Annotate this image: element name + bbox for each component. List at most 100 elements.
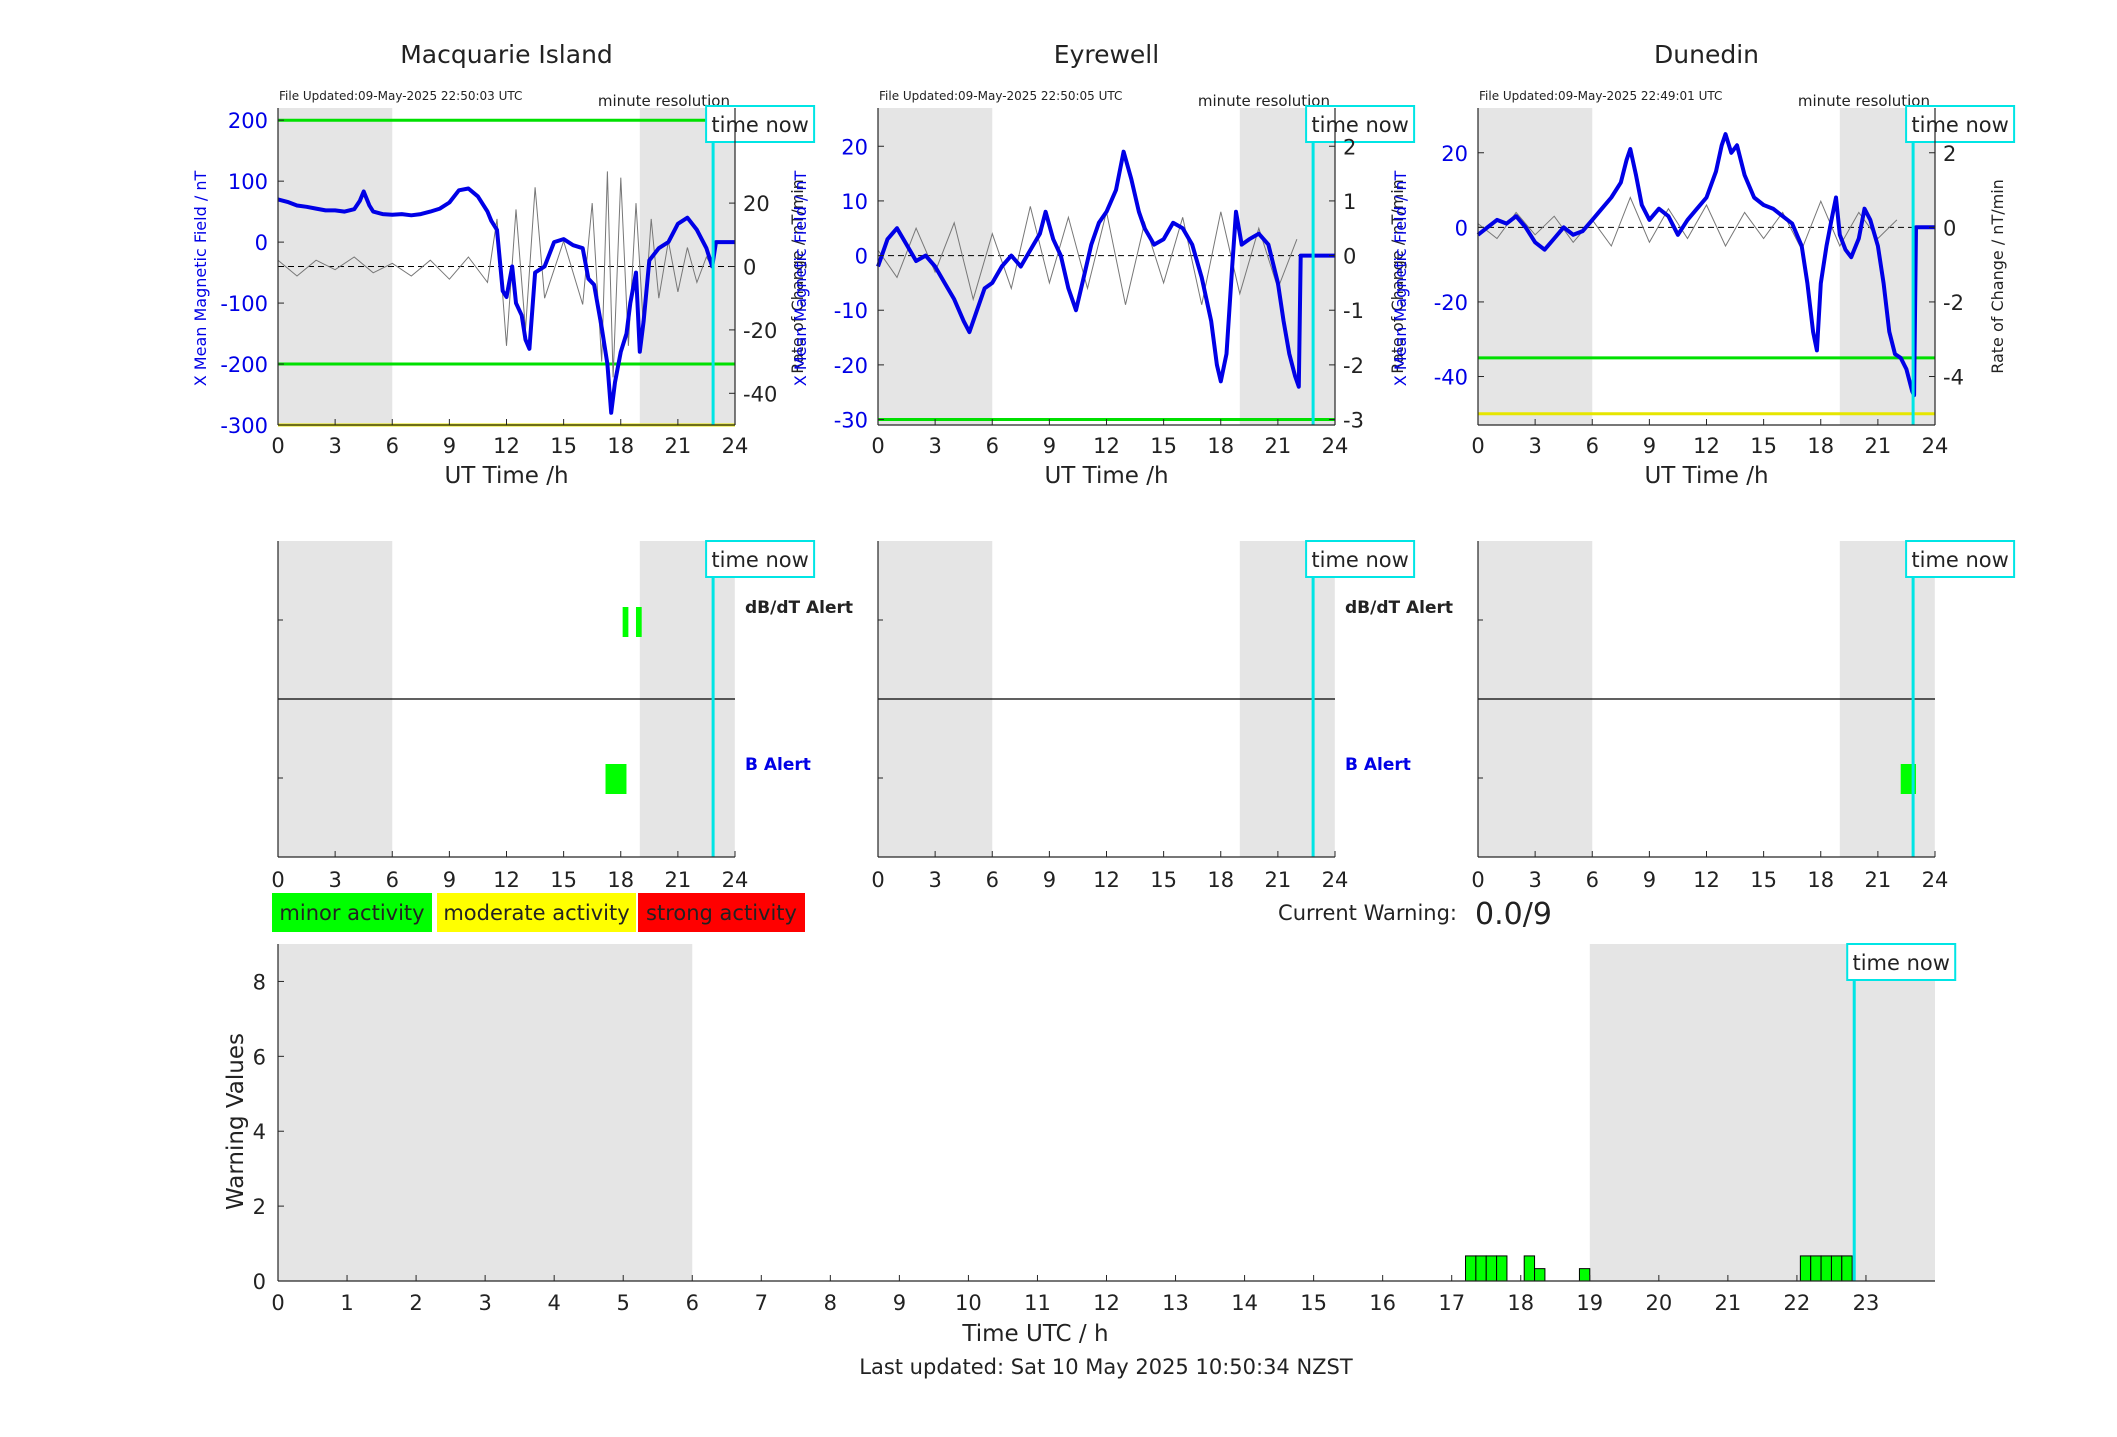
right-axis-label: Rate of Change / nT/min bbox=[1988, 179, 2007, 374]
file-updated-text: File Updated:09-May-2025 22:50:03 UTC bbox=[279, 89, 522, 103]
x-tick-label: 24 bbox=[1922, 868, 1949, 892]
right-tick-label: 0 bbox=[743, 256, 756, 280]
x-tick-label: 24 bbox=[722, 434, 749, 458]
x-tick-label: 21 bbox=[1865, 868, 1892, 892]
right-tick-label: 0 bbox=[1343, 245, 1356, 269]
night-shading bbox=[1478, 108, 1593, 425]
left-tick-label: -40 bbox=[1434, 366, 1468, 390]
x-tick-label: 12 bbox=[1693, 434, 1720, 458]
left-tick-label: 100 bbox=[228, 170, 268, 194]
legend-swatch bbox=[272, 893, 432, 932]
current-warning-value: 0.0/9 bbox=[1475, 897, 1552, 932]
x-tick-label: 15 bbox=[1750, 434, 1777, 458]
right-tick-label: -40 bbox=[743, 382, 777, 406]
warning-y-tick-label: 8 bbox=[253, 970, 266, 994]
x-tick-label: 24 bbox=[1922, 434, 1949, 458]
resolution-text: minute resolution bbox=[598, 92, 730, 110]
x-tick-label: 6 bbox=[986, 868, 999, 892]
resolution-text: minute resolution bbox=[1798, 92, 1930, 110]
warning-y-axis-label: Warning Values bbox=[223, 1033, 249, 1210]
night-shading bbox=[1839, 108, 1935, 425]
warning-y-tick-label: 0 bbox=[253, 1270, 266, 1294]
warning-x-tick-label: 0 bbox=[271, 1291, 284, 1315]
x-tick-label: 18 bbox=[607, 868, 634, 892]
left-tick-label: 0 bbox=[1455, 216, 1468, 240]
x-tick-label: 18 bbox=[607, 434, 634, 458]
warning-x-tick-label: 11 bbox=[1024, 1291, 1051, 1315]
warning-x-tick-label: 17 bbox=[1438, 1291, 1465, 1315]
x-tick-label: 15 bbox=[550, 868, 577, 892]
x-tick-label: 3 bbox=[328, 434, 341, 458]
warning-bar bbox=[1799, 1255, 1812, 1282]
warning-bar bbox=[1475, 1255, 1487, 1282]
time-now-label: time now bbox=[1852, 951, 1949, 975]
right-tick-label: -3 bbox=[1343, 409, 1364, 433]
warning-x-tick-label: 3 bbox=[478, 1291, 491, 1315]
time-now-box bbox=[1305, 105, 1416, 143]
time-now-label: time now bbox=[1311, 113, 1408, 137]
warning-bar bbox=[1465, 1255, 1477, 1282]
warning-bar bbox=[1534, 1268, 1546, 1282]
magnetic-field-series bbox=[277, 186, 735, 415]
night-shading bbox=[1239, 108, 1335, 425]
right-tick-label: -2 bbox=[1943, 291, 1964, 315]
x-tick-label: 18 bbox=[1207, 868, 1234, 892]
night-shading bbox=[278, 944, 693, 1281]
dbdt-alert-mark bbox=[622, 607, 629, 637]
x-tick-label: 21 bbox=[665, 434, 692, 458]
right-tick-label: 20 bbox=[743, 192, 770, 216]
night-shading bbox=[278, 108, 393, 425]
file-updated-text: File Updated:09-May-2025 22:49:01 UTC bbox=[1479, 89, 1722, 103]
left-tick-label: 0 bbox=[255, 231, 268, 255]
warning-x-tick-label: 19 bbox=[1576, 1291, 1603, 1315]
warning-x-tick-label: 22 bbox=[1784, 1291, 1811, 1315]
left-tick-label: -300 bbox=[220, 414, 268, 438]
x-tick-label: 0 bbox=[871, 868, 884, 892]
warning-x-tick-label: 13 bbox=[1162, 1291, 1189, 1315]
warning-x-tick-label: 1 bbox=[340, 1291, 353, 1315]
x-tick-label: 21 bbox=[665, 868, 692, 892]
left-tick-label: -20 bbox=[1434, 291, 1468, 315]
warning-x-tick-label: 15 bbox=[1300, 1291, 1327, 1315]
warning-bar bbox=[1485, 1255, 1498, 1282]
x-tick-label: 3 bbox=[328, 868, 341, 892]
station-title: Macquarie Island bbox=[400, 40, 613, 69]
x-tick-label: 0 bbox=[1471, 434, 1484, 458]
time-now-box bbox=[1905, 540, 2016, 578]
left-tick-label: 20 bbox=[1441, 142, 1468, 166]
rate-of-change-series bbox=[877, 206, 1298, 305]
time-now-box bbox=[705, 105, 816, 143]
time-now-label: time now bbox=[1311, 548, 1408, 572]
warning-bar bbox=[1523, 1255, 1536, 1282]
warning-x-tick-label: 23 bbox=[1853, 1291, 1880, 1315]
dbdt-alert-mark bbox=[635, 607, 642, 637]
x-tick-label: 12 bbox=[493, 434, 520, 458]
x-tick-label: 3 bbox=[1528, 434, 1541, 458]
x-tick-label: 21 bbox=[1865, 434, 1892, 458]
warning-bar bbox=[1830, 1255, 1843, 1282]
x-tick-label: 6 bbox=[386, 868, 399, 892]
right-tick-label: 2 bbox=[1943, 142, 1956, 166]
x-tick-label: 6 bbox=[1586, 868, 1599, 892]
warning-x-tick-label: 2 bbox=[409, 1291, 422, 1315]
warning-x-tick-label: 16 bbox=[1369, 1291, 1396, 1315]
x-tick-label: 18 bbox=[1807, 868, 1834, 892]
resolution-text: minute resolution bbox=[1198, 92, 1330, 110]
x-tick-label: 18 bbox=[1807, 434, 1834, 458]
file-updated-text: File Updated:09-May-2025 22:50:05 UTC bbox=[879, 89, 1122, 103]
x-axis-label: UT Time /h bbox=[1044, 463, 1168, 489]
x-tick-label: 18 bbox=[1207, 434, 1234, 458]
warning-x-tick-label: 18 bbox=[1507, 1291, 1534, 1315]
x-tick-label: 21 bbox=[1265, 434, 1292, 458]
x-tick-label: 9 bbox=[1643, 868, 1656, 892]
warning-x-tick-label: 6 bbox=[686, 1291, 699, 1315]
warning-y-tick-label: 2 bbox=[253, 1195, 266, 1219]
b-alert-label: B Alert bbox=[1345, 755, 1411, 775]
x-tick-label: 0 bbox=[271, 434, 284, 458]
left-tick-label: -20 bbox=[834, 354, 868, 378]
x-tick-label: 9 bbox=[1043, 868, 1056, 892]
x-tick-label: 6 bbox=[386, 434, 399, 458]
left-tick-label: -200 bbox=[220, 353, 268, 377]
warning-x-tick-label: 14 bbox=[1231, 1291, 1258, 1315]
